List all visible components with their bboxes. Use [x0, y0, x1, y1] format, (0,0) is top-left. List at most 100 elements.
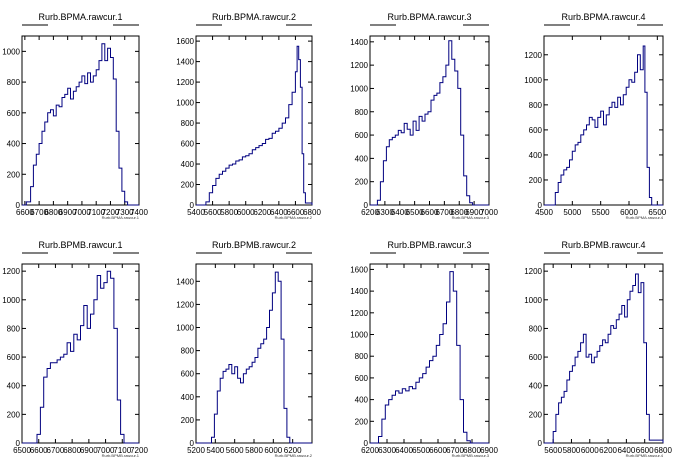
x-tick-label: 6000: [237, 208, 255, 217]
y-tick-label: 400: [355, 396, 369, 405]
y-tick-label: 600: [7, 353, 21, 362]
histogram-series: [370, 40, 489, 206]
x-tick-label: 5800: [563, 446, 581, 455]
x-tick-label: 6200: [361, 446, 379, 455]
x-tick-label: 6800: [654, 446, 672, 455]
y-tick-label: 600: [181, 370, 195, 379]
x-tick-label: 6400: [617, 446, 635, 455]
plot-frame: [369, 263, 490, 444]
y-tick-label: 400: [7, 140, 21, 149]
x-tick-label: 6900: [465, 208, 483, 217]
y-tick-label: 200: [529, 410, 543, 419]
y-tick-label: 200: [7, 170, 21, 179]
x-tick-label: 7100: [87, 208, 105, 217]
y-tick-label: 1000: [176, 99, 194, 108]
x-tick-label: 6000: [264, 446, 282, 455]
x-tick-label: 6600: [30, 446, 48, 455]
y-tick-label: 1200: [350, 309, 368, 318]
x-axis-label: Rurb.BPMB.rawcur.3: [452, 453, 490, 458]
x-tick-label: 6600: [287, 208, 305, 217]
y-tick-label: 400: [181, 160, 195, 169]
histogram-series: [544, 273, 664, 444]
y-tick-label: 800: [7, 324, 21, 333]
x-tick-label: 4500: [535, 208, 553, 217]
y-tick-label: 1400: [176, 277, 194, 286]
x-tick-label: 7200: [130, 446, 148, 455]
y-tick-label: 1400: [350, 287, 368, 296]
x-tick-label: 7300: [116, 208, 134, 217]
plot-frame: [21, 35, 140, 206]
x-tick-label: 5400: [187, 208, 205, 217]
x-axis-label: Rurb.BPMA.rawcur.4: [626, 215, 664, 220]
x-tick-label: 6800: [44, 208, 62, 217]
x-tick-label: 7000: [480, 208, 498, 217]
y-tick-label: 1200: [350, 61, 368, 70]
x-axis-label: Rurb.BPMB.rawcur.4: [626, 453, 664, 458]
y-tick-label: 1000: [350, 331, 368, 340]
y-tick-label: 0: [538, 439, 543, 448]
panel-title: Rurb.BPMA.rawcur.4: [561, 12, 645, 22]
x-tick-label: 6900: [80, 446, 98, 455]
histogram-series: [370, 271, 489, 444]
histogram-panel-2: Rurb.BPMA.rawcur.2 0 200 400 600 800 1000 1200 1…: [176, 12, 321, 220]
panel-title: Rurb.BPMA.rawcur.1: [38, 12, 122, 22]
x-axis-label: Rurb.BPMB.rawcur.1: [102, 453, 140, 458]
y-tick-label: 0: [364, 201, 369, 210]
panel-title: Rurb.BPMB.rawcur.1: [38, 240, 122, 250]
x-tick-label: 6600: [16, 208, 34, 217]
x-tick-label: 6600: [636, 446, 654, 455]
y-tick-label: 600: [355, 131, 369, 140]
y-tick-label: 200: [355, 178, 369, 187]
panel-title: Rurb.BPMB.rawcur.3: [387, 240, 471, 250]
panel-title: Rurb.BPMB.rawcur.2: [212, 240, 296, 250]
y-tick-label: 800: [355, 352, 369, 361]
y-tick-label: 0: [16, 201, 21, 210]
x-tick-label: 6800: [63, 446, 81, 455]
x-tick-label: 7000: [73, 208, 91, 217]
y-tick-label: 0: [190, 439, 195, 448]
x-tick-label: 6300: [378, 446, 396, 455]
x-tick-label: 6700: [30, 208, 48, 217]
x-tick-label: 5200: [187, 446, 205, 455]
histogram-panel-8: Rurb.BPMB.rawcur.4 0 200 400 600 800 1000 1200 5…: [524, 240, 672, 458]
y-tick-label: 800: [529, 324, 543, 333]
x-tick-label: 6700: [47, 446, 65, 455]
y-tick-label: 800: [355, 108, 369, 117]
y-tick-label: 1200: [524, 267, 542, 276]
x-tick-label: 6800: [303, 208, 321, 217]
y-tick-label: 600: [355, 374, 369, 383]
x-tick-label: 6600: [429, 446, 447, 455]
y-tick-label: 1200: [2, 267, 20, 276]
x-tick-label: 7100: [113, 446, 131, 455]
y-tick-label: 200: [181, 416, 195, 425]
x-tick-label: 6400: [395, 446, 413, 455]
x-tick-label: 5800: [220, 208, 238, 217]
x-axis-label: Rurb.BPMA.rawcur.3: [452, 215, 490, 220]
y-tick-label: 1200: [524, 51, 542, 60]
x-tick-label: 6600: [421, 208, 439, 217]
y-tick-label: 1200: [176, 300, 194, 309]
x-tick-label: 5800: [245, 446, 263, 455]
y-tick-label: 800: [181, 119, 195, 128]
y-tick-label: 800: [529, 101, 543, 110]
x-tick-label: 6700: [446, 446, 464, 455]
histogram-panel-1: Rurb.BPMA.rawcur.10200400600800100066006…: [2, 12, 148, 220]
x-tick-label: 6500: [412, 446, 430, 455]
x-tick-label: 5600: [204, 208, 222, 217]
y-tick-label: 0: [364, 439, 369, 448]
x-tick-label: 6200: [284, 446, 302, 455]
plot-frame: [195, 35, 313, 206]
y-tick-label: 200: [181, 181, 195, 190]
y-tick-label: 1000: [350, 84, 368, 93]
y-tick-label: 600: [529, 353, 543, 362]
x-axis-label: Rurb.BPMA.rawcur.1: [102, 215, 140, 220]
x-tick-label: 5400: [206, 446, 224, 455]
plot-frame: [543, 35, 664, 206]
x-tick-label: 7200: [102, 208, 120, 217]
histogram-panel-5: Rurb.BPMB.rawcur.1 0 200 400 600 800 1000 1200 6…: [2, 240, 148, 458]
y-tick-label: 1600: [350, 265, 368, 274]
x-tick-label: 5500: [592, 208, 610, 217]
x-tick-label: 6400: [270, 208, 288, 217]
x-tick-label: 6900: [59, 208, 77, 217]
